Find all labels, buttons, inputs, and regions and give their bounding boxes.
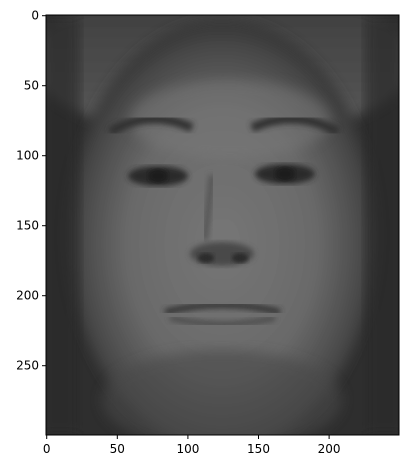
x-tick-label: 50 — [110, 442, 125, 456]
mean-face-image — [46, 15, 399, 435]
y-axis-ticks: 0 50 100 150 200 250 — [16, 9, 46, 373]
x-tick-label: 200 — [318, 442, 341, 456]
y-tick-label: 50 — [24, 79, 39, 93]
y-tick-label: 250 — [16, 359, 39, 373]
y-tick-label: 150 — [16, 219, 39, 233]
y-tick-label: 0 — [31, 9, 39, 23]
y-tick-label: 100 — [16, 149, 39, 163]
x-tick-label: 0 — [43, 442, 51, 456]
y-tick-label: 200 — [16, 289, 39, 303]
x-tick-label: 150 — [247, 442, 270, 456]
axes-frame — [45, 14, 400, 436]
x-axis-ticks: 0 50 100 150 200 — [43, 435, 341, 456]
x-tick-label: 100 — [176, 442, 199, 456]
